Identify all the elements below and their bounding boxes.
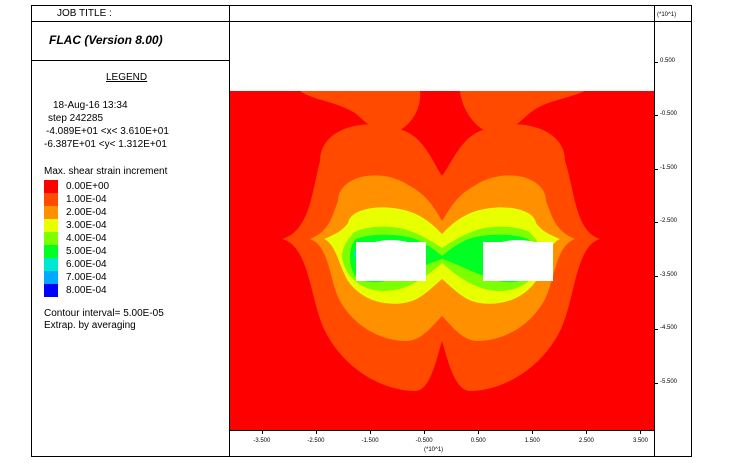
legend-step: step 242285 (48, 113, 104, 124)
x-tick-mark (478, 430, 480, 434)
legend-level-label: 5.00E-04 (66, 246, 107, 257)
legend-level-label: 6.00E-04 (66, 259, 107, 270)
legend-heading: LEGEND (106, 72, 148, 83)
y-tick-mark (654, 168, 658, 170)
legend-level-label: 4.00E-04 (66, 233, 107, 244)
x-tick-label: 3.500 (632, 438, 648, 444)
legend-contour-interval: Contour interval= 5.00E-05 (44, 308, 164, 319)
x-tick-label: -1.500 (361, 438, 379, 444)
contour-band-1 (300, 91, 585, 134)
x-tick-label: -0.500 (415, 438, 433, 444)
legend-contour-title: Max. shear strain increment (44, 166, 168, 177)
y-scale-label: (*10^1) (657, 12, 677, 18)
legend-swatch (44, 219, 58, 232)
contour-plot (230, 91, 654, 430)
y-tick-label: -3.500 (660, 271, 678, 278)
tunnel-left-arch (356, 240, 426, 249)
legend-y-range: -6.387E+01 <y< 1.312E+01 (44, 139, 167, 150)
legend-level-label: 3.00E-04 (66, 220, 107, 231)
y-axis-divider (654, 5, 655, 457)
legend-x-range: -4.089E+01 <x< 3.610E+01 (46, 126, 169, 137)
header-divider (31, 21, 692, 22)
legend-swatch (44, 232, 58, 245)
y-tick-label: -4.500 (660, 325, 678, 332)
x-tick-label: 0.500 (470, 438, 486, 444)
tunnel-right-arch (483, 240, 553, 249)
legend-swatch (44, 245, 58, 258)
y-tick-mark (654, 329, 658, 331)
y-tick-label: 0.500 (660, 58, 676, 64)
legend-swatch (44, 206, 58, 219)
legend-level-label: 8.00E-04 (66, 285, 107, 296)
legend-level-label: 0.00E+00 (66, 181, 110, 192)
legend-extrap: Extrap. by averaging (44, 320, 136, 331)
legend-swatch (44, 180, 58, 193)
x-tick-mark (640, 430, 642, 434)
legend-level-label: 7.00E-04 (66, 272, 107, 283)
y-tick-label: -0.500 (660, 111, 678, 118)
tunnel-left (356, 242, 426, 281)
x-tick-label: -2.500 (307, 438, 325, 444)
y-tick-label: -1.500 (660, 164, 678, 171)
y-tick-label: -2.500 (660, 218, 678, 225)
legend-swatch (44, 193, 58, 206)
legend-date-time: 18-Aug-16 13:34 (53, 100, 128, 111)
y-tick-mark (654, 382, 658, 384)
x-axis-divider (230, 430, 654, 431)
tunnel-right (483, 242, 553, 281)
legend-swatch (44, 284, 58, 297)
legend-level-label: 2.00E-04 (66, 207, 107, 218)
legend-level-label: 1.00E-04 (66, 194, 107, 205)
x-tick-mark (532, 430, 534, 434)
x-tick-mark (586, 430, 588, 434)
x-axis-label: (*10^1) (424, 447, 444, 453)
legend-swatch (44, 258, 58, 271)
y-tick-label: -5.500 (660, 378, 678, 385)
y-tick-mark (654, 115, 658, 117)
legend-swatch (44, 271, 58, 284)
x-tick-mark (261, 430, 263, 434)
y-tick-mark (654, 62, 658, 63)
x-tick-mark (315, 430, 317, 434)
title-divider (31, 60, 230, 61)
x-tick-mark (370, 430, 372, 434)
x-tick-label: 1.500 (524, 438, 540, 444)
y-tick-mark (654, 275, 658, 277)
plot-frame (31, 5, 692, 457)
legend-panel (31, 5, 230, 457)
job-title: JOB TITLE : (57, 8, 112, 19)
x-tick-label: -3.500 (253, 438, 271, 444)
x-tick-mark (424, 430, 426, 434)
y-tick-mark (654, 222, 658, 224)
program-title: FLAC (Version 8.00) (49, 33, 163, 47)
x-tick-label: 2.500 (578, 438, 594, 444)
